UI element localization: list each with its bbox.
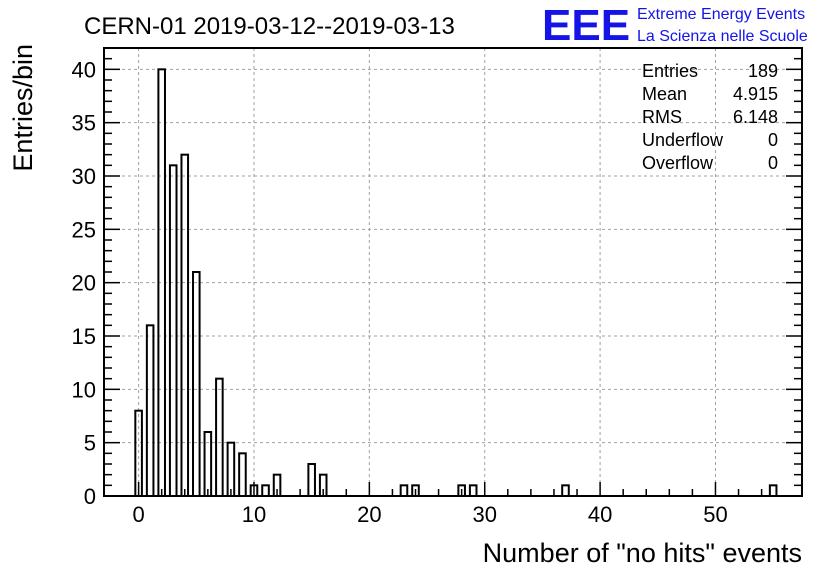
x-tick-label: 0 — [132, 502, 144, 527]
stats-label: Mean — [642, 84, 687, 104]
y-tick-label: 0 — [84, 484, 96, 509]
stats-label: Overflow — [642, 153, 714, 173]
histogram-bar — [203, 431, 213, 497]
histogram-bar — [180, 153, 190, 498]
logo-line-1: Extreme Energy Events — [637, 6, 805, 23]
stats-label: Underflow — [642, 130, 724, 150]
logo-mark: EEE — [542, 1, 630, 50]
stats-value: 4.915 — [733, 84, 778, 104]
stats-label: Entries — [642, 61, 698, 81]
eee-logo: EEE Extreme Energy Events La Scienza nel… — [542, 1, 808, 50]
histogram-bar — [261, 484, 270, 498]
tick-labels: 0 10 20 30 40 50 0 5 10 15 20 25 30 35 40 — [72, 57, 728, 527]
histogram-bar — [468, 484, 478, 498]
y-axis-title: Entries/bin — [8, 44, 38, 172]
stats-label: RMS — [642, 107, 682, 127]
histogram-bar — [145, 324, 155, 498]
histogram-bar — [157, 68, 166, 497]
x-tick-label: 20 — [357, 502, 381, 527]
histogram-bar — [238, 452, 247, 498]
chart-title: CERN-01 2019-03-12--2019-03-13 — [84, 13, 455, 40]
y-tick-label: 30 — [72, 164, 96, 189]
x-tick-label: 40 — [588, 502, 612, 527]
histogram-bar — [168, 164, 178, 497]
histogram-bar — [307, 463, 316, 497]
histogram-bar — [561, 484, 570, 498]
logo-line-2: La Scienza nelle Scuole — [637, 28, 808, 45]
histogram-bar — [768, 484, 778, 498]
plot-frame — [103, 47, 803, 497]
stats-value: 189 — [748, 61, 778, 81]
stats-value: 0 — [768, 130, 778, 150]
y-tick-label: 20 — [72, 271, 96, 296]
y-tick-label: 25 — [72, 217, 96, 242]
histogram-bars — [134, 68, 778, 498]
y-tick-label: 10 — [72, 377, 96, 402]
y-tick-label: 5 — [84, 431, 96, 456]
histogram-bar — [399, 484, 409, 498]
histogram-bar — [215, 377, 224, 497]
x-axis-title: Number of "no hits" events — [483, 538, 802, 568]
histogram-bar — [192, 271, 201, 497]
y-tick-label: 15 — [72, 324, 96, 349]
x-tick-label: 10 — [242, 502, 266, 527]
stats-box: Entries 189 Mean 4.915 RMS 6.148 Underflow 0 Ove… — [642, 61, 778, 173]
histogram-bar — [226, 441, 236, 497]
x-tick-label: 30 — [472, 502, 496, 527]
y-tick-label: 40 — [72, 57, 96, 82]
stats-value: 6.148 — [733, 107, 778, 127]
axis-ticks — [104, 57, 802, 497]
x-tick-label: 50 — [703, 502, 727, 527]
y-tick-label: 35 — [72, 111, 96, 136]
grid-lines — [104, 48, 802, 497]
stats-value: 0 — [768, 153, 778, 173]
